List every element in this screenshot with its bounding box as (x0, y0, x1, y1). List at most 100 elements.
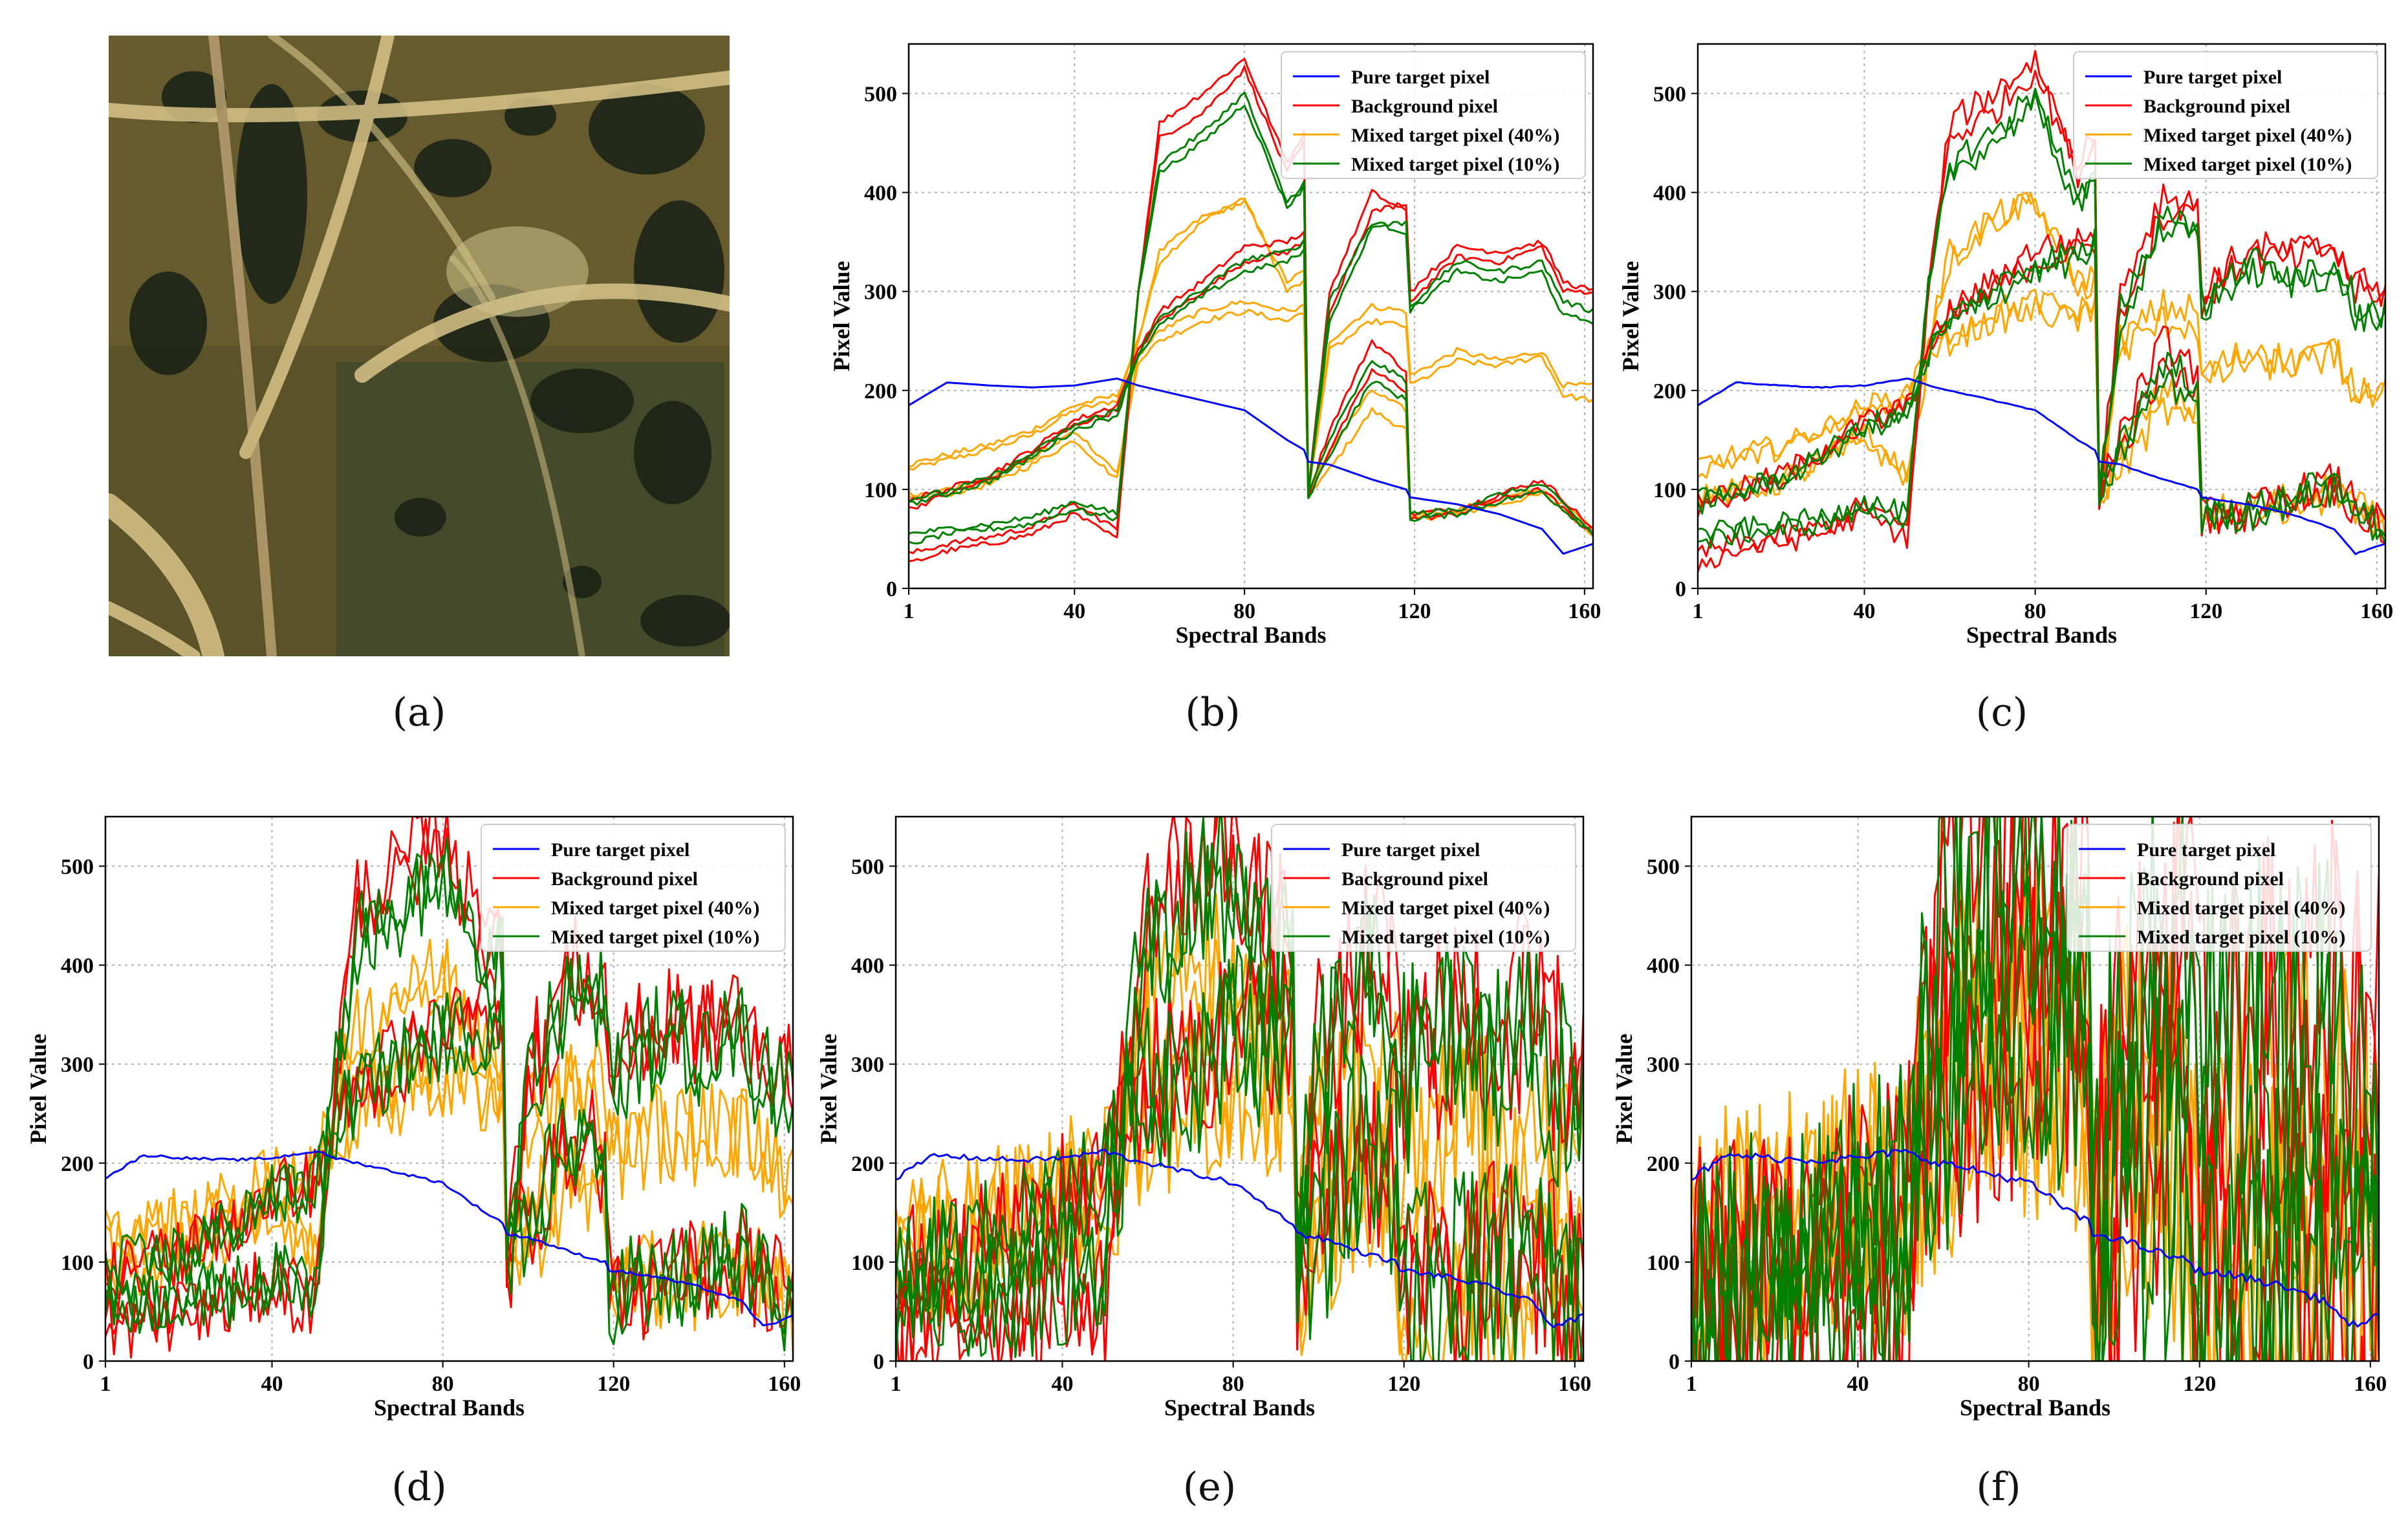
chart-panel-f: 1 40 80 120 160 0 100 200 300 400 500 Spectral Band… (1611, 815, 2387, 1510)
legend: Pure target pixel Background pixel Mixed t… (1281, 51, 1586, 179)
series-group (105, 817, 793, 1359)
legend-entry: Pure target pixel (2143, 67, 2282, 88)
series-line-background-4 (909, 202, 1593, 503)
series-line-pure-target (105, 1150, 793, 1327)
legend-box (1281, 51, 1586, 179)
x-axis-label: Spectral Bands (1175, 622, 1326, 648)
x-tick-label: 80 (432, 1372, 454, 1396)
x-tick-label: 120 (2189, 599, 2222, 623)
series-line-mixed40-4 (1695, 909, 2379, 1361)
series-line-mixed10-4 (105, 948, 793, 1285)
series-line-mixed40-1 (909, 197, 1593, 537)
x-tick-label: 160 (1568, 599, 1601, 623)
y-axis-label: Pixel Value (1611, 1033, 1637, 1144)
legend-entry: Mixed target pixel (10%) (1351, 154, 1559, 175)
x-tick-label: 40 (1853, 599, 1875, 623)
y-tick-label: 0 (886, 577, 897, 601)
panel-label: (a) (393, 690, 446, 735)
legend-entry: Mixed target pixel (10%) (551, 927, 759, 948)
x-tick-label: 1 (904, 599, 915, 623)
legend-box (481, 824, 786, 952)
panel-label: (b) (1185, 690, 1240, 735)
series-line-background-2 (896, 817, 1583, 1361)
x-tick-label: 80 (2024, 599, 2046, 623)
y-tick-label: 500 (1653, 83, 1686, 107)
y-tick-label: 400 (864, 182, 897, 206)
plot-frame (104, 815, 794, 1362)
series-group (896, 817, 1583, 1361)
panel-label: (d) (391, 1465, 446, 1510)
y-tick-label: 400 (1647, 954, 1680, 978)
series-line-background-1 (909, 58, 1593, 563)
legend-entry: Mixed target pixel (40%) (2143, 125, 2352, 146)
series-line-background-4 (105, 961, 793, 1304)
x-axis-label: Spectral Bands (1164, 1395, 1315, 1421)
series-line-pure-target (896, 1148, 1583, 1329)
x-axis-label: Spectral Bands (374, 1395, 525, 1421)
series-line-mixed10-4 (909, 220, 1593, 503)
y-tick-label: 300 (864, 281, 897, 305)
panel-label: (e) (1183, 1465, 1236, 1510)
legend: Pure target pixel Background pixel Mixed t… (481, 824, 786, 952)
y-tick-label: 500 (864, 83, 897, 107)
series-line-background-2 (105, 818, 793, 1356)
series-group (1691, 817, 2379, 1361)
series-line-mixed40-3 (909, 308, 1593, 533)
legend-box (2066, 824, 2372, 952)
legend-entry: Pure target pixel (1341, 839, 1480, 861)
x-tick-label: 1 (100, 1372, 111, 1396)
y-tick-label: 300 (61, 1053, 94, 1077)
y-tick-label: 400 (1653, 182, 1686, 206)
y-tick-label: 300 (1653, 281, 1686, 305)
series-line-mixed10-2 (1698, 87, 2385, 541)
x-tick-label: 80 (1233, 599, 1255, 623)
series-line-mixed40-4 (909, 300, 1593, 497)
series-line-mixed10-2 (909, 105, 1593, 535)
x-tick-label: 120 (2183, 1372, 2216, 1396)
series-line-mixed10-2 (105, 854, 793, 1335)
y-tick-label: 200 (61, 1152, 94, 1176)
plot-frame (1697, 43, 2387, 590)
legend-entry: Pure target pixel (2137, 839, 2275, 861)
x-tick-label: 1 (1686, 1372, 1697, 1396)
x-tick-label: 1 (891, 1372, 902, 1396)
legend-entry: Background pixel (1341, 868, 1488, 890)
x-tick-label: 160 (2354, 1372, 2387, 1396)
y-tick-label: 100 (864, 478, 897, 502)
series-line-mixed40-2 (909, 199, 1593, 495)
x-tick-label: 120 (597, 1372, 630, 1396)
series-line-mixed10-1 (1698, 92, 2385, 549)
y-axis-label: Pixel Value (829, 261, 854, 371)
x-tick-label: 160 (768, 1372, 801, 1396)
series-line-pure-target (909, 377, 1593, 555)
y-tick-label: 0 (1669, 1350, 1680, 1374)
chart-panel-b: 1 40 80 120 160 0 100 200 300 400 500 Spectral Band… (829, 43, 1601, 735)
series-group (1698, 50, 2385, 573)
y-tick-label: 500 (61, 855, 94, 879)
series-line-background-2 (1691, 817, 2379, 1361)
x-tick-label: 120 (1387, 1372, 1420, 1396)
plot-frame (1690, 815, 2380, 1362)
panel-label: (f) (1976, 1465, 2021, 1510)
x-tick-label: 80 (1222, 1372, 1244, 1396)
legend-entry: Mixed target pixel (10%) (1341, 927, 1550, 948)
series-line-mixed40-2 (105, 938, 793, 1287)
y-tick-label: 100 (851, 1251, 884, 1275)
plot-frame (895, 815, 1585, 1362)
legend-entry: Background pixel (551, 868, 698, 890)
series-line-background-4 (1698, 190, 2385, 504)
plot-frame (907, 43, 1594, 590)
series-line-mixed10-1 (105, 837, 793, 1335)
legend-entry: Mixed target pixel (40%) (2137, 897, 2345, 919)
legend-entry: Pure target pixel (1351, 67, 1490, 88)
series-line-mixed10-2 (896, 817, 1583, 1358)
legend-entry: Mixed target pixel (40%) (551, 897, 759, 919)
legend-entry: Background pixel (2143, 96, 2290, 117)
series-line-mixed40-1 (896, 892, 1583, 1361)
series-line-background-2 (909, 65, 1593, 555)
legend: Pure target pixel Background pixel Mixed t… (1271, 824, 1576, 952)
series-line-mixed10-3 (896, 963, 1583, 1361)
legend-entry: Background pixel (1351, 96, 1498, 117)
x-axis-label: Spectral Bands (1960, 1395, 2110, 1421)
